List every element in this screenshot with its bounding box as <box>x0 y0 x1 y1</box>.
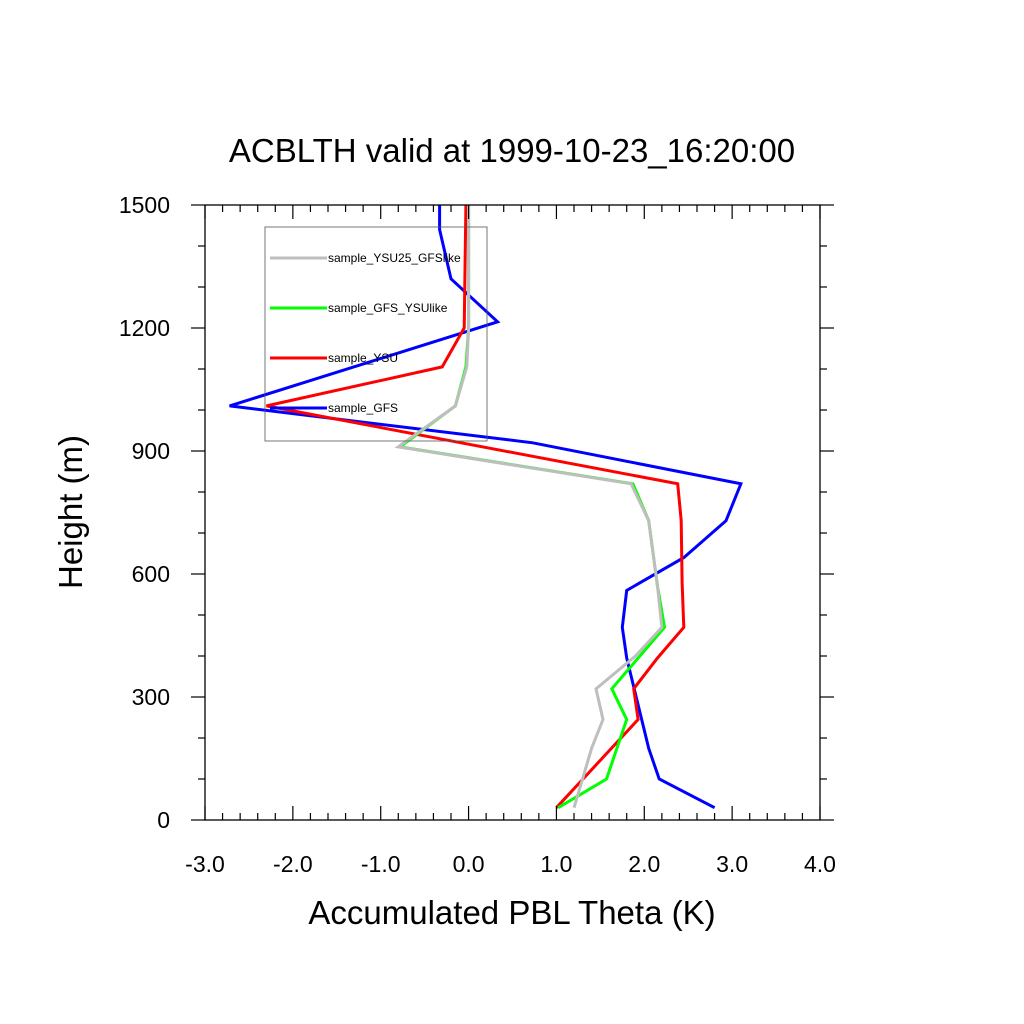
x-tick-label: 3.0 <box>716 851 748 877</box>
series-line-1 <box>396 205 667 809</box>
axis-ticks <box>191 204 834 821</box>
y-tick-label: 900 <box>132 438 170 464</box>
legend-label: sample_GFS <box>328 401 398 415</box>
y-axis-label: Height (m) <box>52 435 89 589</box>
x-tick-label: 0.0 <box>453 851 485 877</box>
series-group <box>229 204 743 810</box>
y-tick-label: 1500 <box>119 192 170 218</box>
series-line-0 <box>394 205 664 809</box>
chart-title: ACBLTH valid at 1999-10-23_16:20:00 <box>229 132 795 169</box>
series-line-3 <box>229 205 743 810</box>
x-tick-label: -3.0 <box>185 851 225 877</box>
y-tick-label: 600 <box>132 561 170 587</box>
tick-labels: -3.0 -2.0 -1.0 0.0 1.0 2.0 3.0 4.0 0 300 600 900 120… <box>119 192 836 877</box>
x-axis-label: Accumulated PBL Theta (K) <box>308 894 715 931</box>
series-line-2 <box>266 204 686 809</box>
y-tick-label: 1200 <box>119 315 170 341</box>
y-tick-label: 0 <box>157 807 170 833</box>
legend-label: sample_YSU <box>328 351 398 365</box>
legend: sample_YSU25_GFSlike sample_GFS_YSUlikesa… <box>264 226 488 442</box>
x-tick-label: -2.0 <box>273 851 313 877</box>
y-tick-label: 300 <box>132 684 170 710</box>
x-tick-label: 4.0 <box>804 851 836 877</box>
legend-box <box>264 226 488 442</box>
x-tick-label: -1.0 <box>361 851 401 877</box>
x-tick-label: 2.0 <box>628 851 660 877</box>
x-tick-label: 1.0 <box>540 851 572 877</box>
legend-label: sample_GFS_YSUlike <box>328 301 448 315</box>
plot-frame <box>204 204 821 821</box>
legend-label: sample_YSU25_GFSlike <box>328 251 461 265</box>
